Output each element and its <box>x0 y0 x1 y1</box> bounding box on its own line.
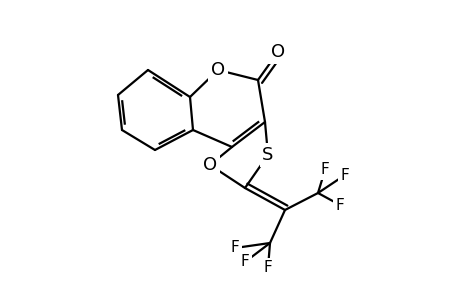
Text: O: O <box>202 156 217 174</box>
Text: F: F <box>320 163 329 178</box>
Text: S: S <box>262 146 273 164</box>
Text: F: F <box>263 260 272 275</box>
Text: O: O <box>270 43 285 61</box>
Text: O: O <box>211 61 224 79</box>
Text: F: F <box>230 241 239 256</box>
Text: F: F <box>335 197 344 212</box>
Text: F: F <box>340 167 349 182</box>
Text: F: F <box>240 254 249 269</box>
